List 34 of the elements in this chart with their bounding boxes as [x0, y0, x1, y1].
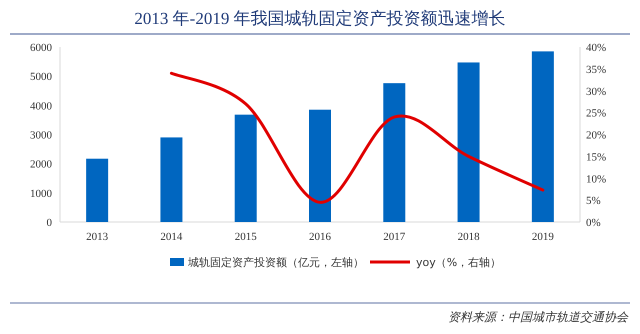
bar [458, 62, 480, 222]
bar [234, 114, 257, 222]
y-tick-label: 2000 [30, 158, 52, 171]
bar [383, 83, 406, 222]
y2-tick-label: 20% [586, 130, 606, 142]
y2-tick-label: 40% [586, 42, 606, 54]
x-tick-label: 2014 [160, 231, 183, 243]
x-tick-label: 2015 [234, 231, 258, 243]
bar [532, 51, 554, 222]
y-tick-label: 5000 [30, 71, 52, 84]
y2-tick-label: 10% [586, 173, 606, 186]
y-tick-label: 1000 [30, 188, 52, 200]
y2-tick-label: 30% [586, 86, 606, 98]
x-tick-label: 2018 [458, 231, 480, 243]
bar [86, 158, 108, 222]
y2-tick-label: 0% [586, 217, 601, 229]
y-tick-label: 0 [46, 217, 52, 229]
y-tick-label: 4000 [30, 100, 52, 112]
x-tick-label: 2019 [532, 231, 554, 243]
x-tick-label: 2017 [383, 231, 406, 243]
x-tick-label: 2013 [86, 231, 109, 243]
bar [309, 110, 331, 222]
bar [160, 137, 182, 222]
y-tick-label: 6000 [30, 42, 52, 54]
y2-tick-label: 35% [586, 64, 606, 76]
text: 资料来源：中国城市轨道交通协会 [448, 310, 629, 324]
y2-tick-label: 15% [586, 151, 606, 164]
legend-label: 城轨固定资产投资额（亿元，左轴） [187, 256, 364, 269]
y2-tick-label: 25% [586, 108, 606, 120]
y2-tick-label: 5% [586, 195, 601, 208]
legend-label: yoy（%，右轴） [416, 256, 502, 269]
x-tick-label: 2016 [309, 231, 332, 243]
chart-title: 2013 年-2019 年我国城轨固定资产投资额迅速增长 [134, 9, 506, 28]
y-tick-label: 3000 [30, 130, 52, 142]
